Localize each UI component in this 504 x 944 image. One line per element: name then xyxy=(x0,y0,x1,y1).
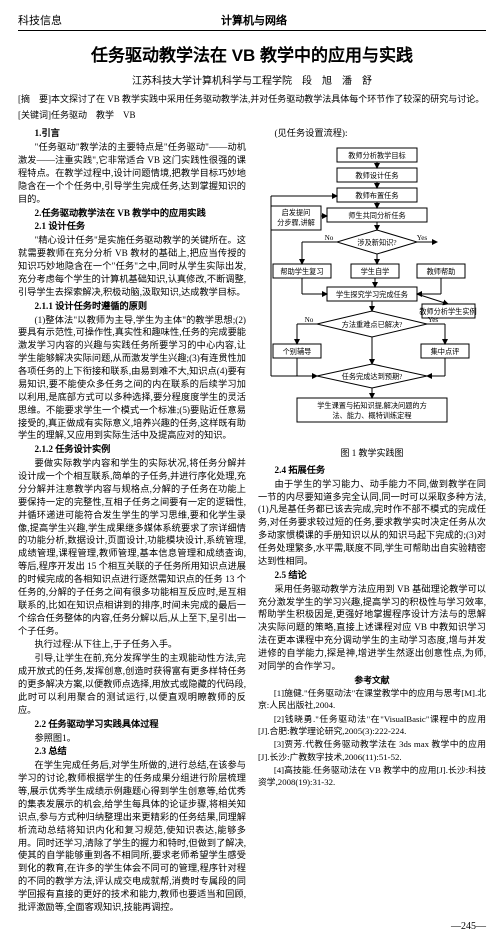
keywords-text: 任务驱动 教学 VB xyxy=(51,110,136,120)
abstract: [摘 要]本文探讨了在 VB 教学实践中采用任务驱动教学法,并对任务驱动教学法具… xyxy=(18,93,486,105)
flow-n12a: 学生课置与拓知识提,解决问题的方 xyxy=(317,401,427,410)
section-2: 2.任务驱动教学法在 VB 教学中的应用实践 xyxy=(18,207,246,220)
flow-n9: 教师分析学生实例 xyxy=(419,307,477,316)
header-journal: 科技信息 xyxy=(18,12,62,28)
flow-n7: 教师帮助 xyxy=(427,267,456,276)
flow-n5: 帮助学生复习 xyxy=(280,267,323,276)
ref-1: [1]施健."任务驱动法"在课堂教学中的应用与思考[M].北京:人民出版社,20… xyxy=(258,687,486,712)
flowchart: 教师分析教学目标 教师设计任务 教师布置任务 师生共同分析任务 启发提问 分步骤… xyxy=(267,146,477,441)
flow-n4b1: 启发提问 xyxy=(282,208,311,217)
section-2-4: 2.4 拓展任务 xyxy=(258,464,486,477)
flow-n2: 教师设计任务 xyxy=(355,171,398,180)
section-1: 1.引言 xyxy=(18,127,246,140)
ref-4: [4]高技能.任务驱动法在 VB 教学中的应用[J].长沙:科技资学,2008(… xyxy=(258,764,486,789)
abstract-label: [摘 要] xyxy=(18,94,51,104)
flow-n4: 师生共同分析任务 xyxy=(348,211,406,220)
flow-d2: 方法重难点已解决? xyxy=(342,320,403,329)
page-number: —245— xyxy=(18,921,486,932)
para: "任务驱动"教学法的主要特点是"任务驱动"——动机激发——注重实践",它非常适合… xyxy=(18,141,246,205)
section-2-2: 2.2 任务驱动学习实践具体过程 xyxy=(18,718,246,731)
header-section: 计算机与网络 xyxy=(221,12,287,28)
keywords-label: [关键词] xyxy=(18,110,51,120)
references: 参考文献 [1]施健."任务驱动法"在课堂教学中的应用与思考[M].北京:人民出… xyxy=(258,674,486,789)
flow-yes1: Yes xyxy=(417,234,428,242)
para: 采用任务驱动教学方法应用到 VB 基础理论教学可以充分激发学生的学习兴趣,提高学… xyxy=(258,583,486,673)
ref-3: [3]贾芳.代教任务驱动教学法在 3ds max 教学中的应用[J].长沙:广教… xyxy=(258,738,486,763)
flow-d3: 任务完成达到预期? xyxy=(342,372,403,381)
ref-2: [2]钱晓勇."任务驱动法"在"VisualBasic"课程中的应用[J].合肥… xyxy=(258,713,486,738)
flow-no1: No xyxy=(325,234,334,242)
flow-intro: (见任务设置流程): xyxy=(258,127,486,140)
flow-n8: 学生探究学习完成任务 xyxy=(336,290,408,299)
flow-n4b2: 分步骤,讲解 xyxy=(277,218,315,227)
para: 引导,让学生在前,充分发挥学生的主观能动性方法,完成开放式的任务,发挥创意,创造… xyxy=(18,652,246,716)
para: "精心设计任务"是实施任务驱动教学的关键所在。这就需要教师在充分分析 VB 教材… xyxy=(18,234,246,298)
section-2-1-1: 2.1.1 设计任务时遵循的原则 xyxy=(18,300,246,313)
flow-n12b: 法、能力、概特训练定程 xyxy=(332,411,411,420)
flow-yes2: Yes xyxy=(428,316,439,324)
para: 参照图1。 xyxy=(18,732,246,745)
flow-n3: 教师布置任务 xyxy=(355,191,398,200)
left-column: 1.引言 "任务驱动"教学法的主要特点是"任务驱动"——动机激发——注重实践",… xyxy=(18,127,246,915)
flow-n11: 集中点评 xyxy=(431,347,460,356)
para: (1)整体法"以教师为主导,学生为主体"的教学思想;(2)要具有示范性,可操作性… xyxy=(18,314,246,443)
para: 由于学生的学习能力、动手能力不同,做到教学在同一节的内尽要知道多完全认同,同一时… xyxy=(258,478,486,568)
para: 执行过程:从下往上,于子任务入手。 xyxy=(18,638,246,651)
flow-n6: 学生自学 xyxy=(361,267,390,276)
flow-d1: 涉及新知识? xyxy=(357,238,396,247)
abstract-text: 本文探讨了在 VB 教学实践中采用任务驱动教学法,并对任务驱动教学法具体每个环节… xyxy=(51,94,484,104)
flow-no2: No xyxy=(305,316,314,324)
para: 在学生完成任务后,对学生所做的,进行总结,在该参与学习的讨论,教师根据学生的任务… xyxy=(18,759,246,914)
section-2-3: 2.3 总结 xyxy=(18,745,246,758)
section-2-1: 2.1 设计任务 xyxy=(18,220,246,233)
para: 要做实际教学内容和学生的实际状况,将任务分解并设计成一个个相互联系,简单的子任务… xyxy=(18,457,246,637)
section-2-5: 2.5 结论 xyxy=(258,569,486,582)
figure-caption: 图 1 教学实践图 xyxy=(258,447,486,460)
right-column: (见任务设置流程): 教师分析教学目标 教师设计任务 教师布置任务 师生共同分析… xyxy=(258,127,486,915)
refs-title: 参考文献 xyxy=(258,674,486,686)
flow-n1: 教师分析教学目标 xyxy=(348,151,406,160)
flow-n10: 个别辅导 xyxy=(283,347,312,356)
authors: 江苏科技大学计算机科学与工程学院 段 旭 潘 舒 xyxy=(18,72,486,87)
section-2-1-2: 2.1.2 任务设计实例 xyxy=(18,443,246,456)
keywords: [关键词]任务驱动 教学 VB xyxy=(18,109,486,121)
paper-title: 任务驱动教学法在 VB 教学中的应用与实践 xyxy=(18,41,486,66)
